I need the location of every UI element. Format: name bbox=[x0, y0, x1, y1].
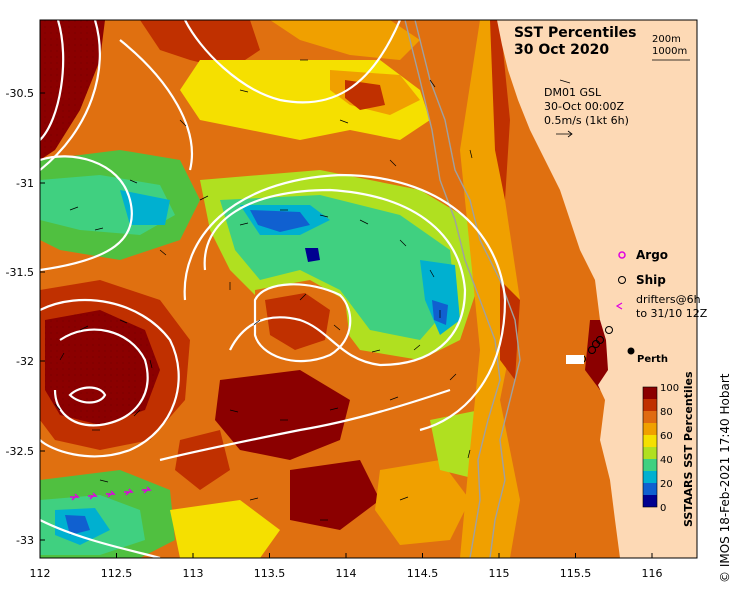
depth-200m-label: 200m bbox=[652, 34, 681, 45]
x-tick-label: 112 bbox=[30, 567, 51, 580]
x-tick-label: 114.5 bbox=[407, 567, 439, 580]
colorbar-tick: 20 bbox=[660, 479, 673, 490]
drifter-legend-icon bbox=[615, 302, 623, 310]
x-tick-label: 115 bbox=[489, 567, 510, 580]
y-tick-label: -31.5 bbox=[6, 266, 34, 279]
current-source: DM01 GSL bbox=[544, 86, 602, 99]
ship-marker-box bbox=[566, 355, 584, 364]
x-tick-label: 116 bbox=[642, 567, 663, 580]
colorbar-tick: 40 bbox=[660, 455, 673, 466]
x-tick-label: 113.5 bbox=[254, 567, 286, 580]
colorbar-label: SSTAARS SST Percentiles bbox=[682, 371, 695, 527]
y-tick-label: -31 bbox=[16, 177, 34, 190]
ship-legend-label: Ship bbox=[636, 273, 666, 287]
colorbar: 100 80 60 40 20 0 SSTAARS SST Percentile… bbox=[642, 371, 695, 527]
x-axis: 112 112.5 113 113.5 114 114.5 115 115.5 … bbox=[30, 553, 663, 580]
colorbar-tick: 60 bbox=[660, 431, 673, 442]
sst-contours bbox=[40, 20, 507, 558]
y-tick-label: -32 bbox=[16, 355, 34, 368]
sst-field bbox=[40, 20, 697, 558]
argo-legend-label: Argo bbox=[636, 248, 668, 262]
current-scale-arrow bbox=[556, 130, 573, 138]
colorbar-tick: 100 bbox=[660, 383, 679, 394]
perth-label: Perth bbox=[637, 354, 668, 365]
bathy-200m bbox=[414, 20, 521, 558]
current-scale: 0.5m/s (1kt 6h) bbox=[544, 114, 629, 127]
map-date: 30 Oct 2020 bbox=[514, 42, 609, 58]
x-tick-label: 113 bbox=[183, 567, 204, 580]
perth-marker bbox=[627, 347, 635, 355]
current-vectors bbox=[54, 59, 571, 521]
x-tick-label: 115.5 bbox=[560, 567, 592, 580]
x-tick-label: 112.5 bbox=[101, 567, 133, 580]
current-time: 30-Oct 00:00Z bbox=[544, 100, 624, 113]
credit-text: © IMOS 18-Feb-2021 17:40 Hobart bbox=[718, 373, 732, 583]
colorbar-tick: 0 bbox=[660, 503, 666, 514]
drifter-trails bbox=[70, 486, 152, 501]
map-title: SST Percentiles bbox=[514, 25, 637, 41]
colorbar-tick: 80 bbox=[660, 407, 673, 418]
argo-legend-icon bbox=[618, 251, 626, 259]
y-tick-label: -33 bbox=[16, 534, 34, 547]
x-tick-label: 114 bbox=[336, 567, 357, 580]
plot-frame bbox=[39, 19, 698, 559]
bathy-1000m bbox=[404, 20, 501, 558]
y-axis: -30.5 -31 -31.5 -32 -32.5 -33 bbox=[6, 87, 45, 547]
depth-1000m-label: 1000m bbox=[652, 46, 687, 57]
drifter-legend-label-2: to 31/10 12Z bbox=[636, 307, 708, 320]
y-tick-label: -32.5 bbox=[6, 445, 34, 458]
y-tick-label: -30.5 bbox=[6, 87, 34, 100]
ship-legend-icon bbox=[618, 276, 626, 284]
drifter-legend-label: drifters@6h bbox=[636, 293, 701, 306]
